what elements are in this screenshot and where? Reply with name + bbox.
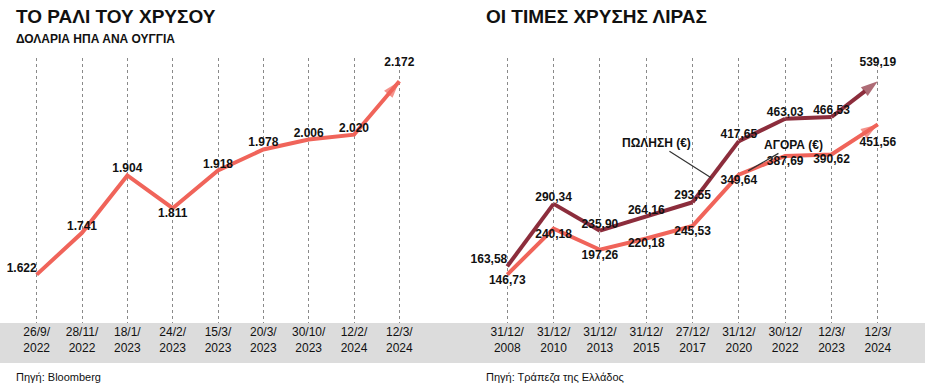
svg-text:31/12/2008: 31/12/2008 bbox=[491, 325, 525, 355]
svg-text:146,73: 146,73 bbox=[489, 273, 526, 287]
svg-text:ΟΙ ΤΙΜΕΣ ΧΡΥΣΗΣ ΛΙΡΑΣ: ΟΙ ΤΙΜΕΣ ΧΡΥΣΗΣ ΛΙΡΑΣ bbox=[486, 6, 707, 27]
svg-text:163,58: 163,58 bbox=[471, 252, 508, 266]
svg-text:197,26: 197,26 bbox=[582, 248, 619, 262]
svg-text:2.020: 2.020 bbox=[339, 121, 369, 135]
svg-text:12/3/2024: 12/3/2024 bbox=[386, 325, 413, 355]
svg-text:417,65: 417,65 bbox=[721, 127, 758, 141]
svg-text:24/2/2023: 24/2/2023 bbox=[159, 325, 186, 355]
svg-text:12/2/2024: 12/2/2024 bbox=[341, 325, 368, 355]
svg-text:30/10/2023: 30/10/2023 bbox=[292, 325, 326, 355]
svg-text:290,34: 290,34 bbox=[535, 190, 572, 204]
svg-text:ΔΟΛΑΡΙΑ ΗΠΑ ΑΝΑ ΟΥΓΓΙΑ: ΔΟΛΑΡΙΑ ΗΠΑ ΑΝΑ ΟΥΓΓΙΑ bbox=[16, 32, 175, 46]
svg-text:1.811: 1.811 bbox=[158, 206, 188, 220]
svg-text:1.622: 1.622 bbox=[7, 261, 37, 275]
svg-text:30/12/2022: 30/12/2022 bbox=[769, 325, 803, 355]
svg-text:28/11/2022: 28/11/2022 bbox=[66, 325, 99, 355]
svg-text:539,19: 539,19 bbox=[859, 55, 896, 69]
svg-text:Πηγή: Τράπεζα της Ελλάδος: Πηγή: Τράπεζα της Ελλάδος bbox=[486, 371, 624, 383]
svg-text:15/3/2023: 15/3/2023 bbox=[205, 325, 232, 355]
svg-text:12/3/2024: 12/3/2024 bbox=[864, 325, 891, 355]
svg-text:26/9/2022: 26/9/2022 bbox=[23, 325, 50, 355]
svg-text:293,55: 293,55 bbox=[674, 188, 711, 202]
svg-text:1.978: 1.978 bbox=[248, 135, 278, 149]
svg-text:12/3/2023: 12/3/2023 bbox=[818, 325, 845, 355]
svg-text:240,18: 240,18 bbox=[535, 227, 572, 241]
svg-text:387,69: 387,69 bbox=[767, 154, 804, 168]
svg-text:31/12/2013: 31/12/2013 bbox=[583, 325, 617, 355]
svg-text:31/12/2010: 31/12/2010 bbox=[537, 325, 571, 355]
svg-text:18/1/2023: 18/1/2023 bbox=[114, 325, 141, 355]
svg-text:466,53: 466,53 bbox=[813, 103, 850, 117]
svg-text:349,64: 349,64 bbox=[721, 173, 758, 187]
svg-text:1.741: 1.741 bbox=[67, 219, 97, 233]
svg-text:235,90: 235,90 bbox=[582, 217, 619, 231]
svg-text:1.918: 1.918 bbox=[203, 157, 233, 171]
svg-text:463,03: 463,03 bbox=[767, 105, 804, 119]
svg-text:1.904: 1.904 bbox=[112, 161, 142, 175]
svg-text:264,16: 264,16 bbox=[628, 203, 665, 217]
svg-text:ΠΩΛΗΣΗ (€): ΠΩΛΗΣΗ (€) bbox=[622, 136, 691, 150]
svg-text:Πηγή: Bloomberg: Πηγή: Bloomberg bbox=[16, 371, 101, 383]
svg-text:390,62: 390,62 bbox=[813, 152, 850, 166]
svg-text:20/3/2023: 20/3/2023 bbox=[250, 325, 277, 355]
svg-text:220,18: 220,18 bbox=[628, 236, 665, 250]
svg-text:ΑΓΟΡΑ (€): ΑΓΟΡΑ (€) bbox=[764, 138, 823, 152]
svg-text:451,56: 451,56 bbox=[859, 135, 896, 149]
svg-text:31/12/2020: 31/12/2020 bbox=[722, 325, 756, 355]
svg-text:ΤΟ ΡΑΛΙ ΤΟΥ ΧΡΥΣΟΥ: ΤΟ ΡΑΛΙ ΤΟΥ ΧΡΥΣΟΥ bbox=[16, 6, 216, 27]
svg-text:31/12/2015: 31/12/2015 bbox=[630, 325, 664, 355]
svg-text:2.006: 2.006 bbox=[294, 126, 324, 140]
svg-text:27/12/2017: 27/12/2017 bbox=[676, 325, 710, 355]
svg-text:2.172: 2.172 bbox=[384, 55, 414, 69]
svg-text:245,53: 245,53 bbox=[674, 224, 711, 238]
